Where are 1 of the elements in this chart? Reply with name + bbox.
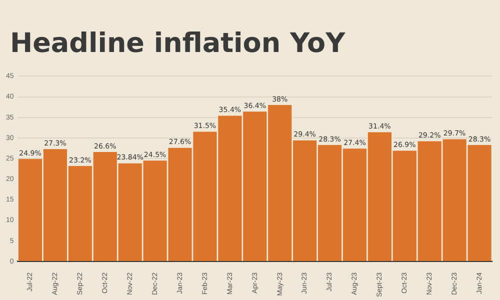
chart-title: Headline inflation YoY: [10, 28, 346, 59]
